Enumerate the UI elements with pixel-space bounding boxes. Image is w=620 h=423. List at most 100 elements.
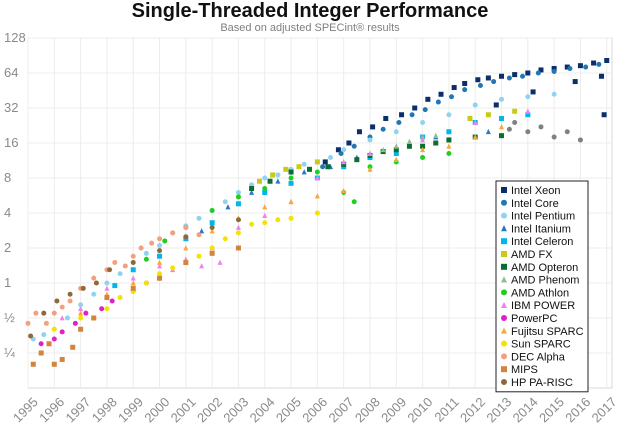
legend-label: DEC Alpha bbox=[511, 351, 566, 363]
point-hp-pa-risc bbox=[183, 234, 189, 240]
point-intel-xeon bbox=[322, 159, 328, 165]
point-intel-xeon bbox=[399, 112, 405, 118]
point-powerpc bbox=[109, 298, 115, 304]
point-intel-celeron bbox=[288, 180, 294, 186]
point-intel-core bbox=[477, 82, 483, 88]
point-mips bbox=[209, 250, 215, 256]
point-fujitsu-sparc bbox=[446, 143, 452, 149]
legend-label: AMD FX bbox=[511, 249, 553, 261]
point-amd-athlon bbox=[209, 208, 215, 214]
point-amd-fx bbox=[270, 172, 276, 178]
point-dec-alpha bbox=[183, 225, 189, 231]
point-dec-alpha bbox=[59, 304, 65, 310]
point-intel-core bbox=[409, 112, 415, 118]
point-intel-xeon bbox=[564, 64, 570, 70]
point-dec-alpha bbox=[43, 320, 49, 326]
point-intel-pentium bbox=[328, 155, 334, 161]
point-amd-opteron bbox=[393, 147, 399, 153]
point-intel-core bbox=[551, 68, 557, 74]
point-intel-xeon bbox=[577, 63, 583, 69]
y-tick-label: 8 bbox=[4, 170, 11, 185]
point-intel-pentium bbox=[157, 243, 163, 249]
point-intel-xeon bbox=[598, 73, 604, 79]
point-intel-xeon bbox=[530, 89, 536, 95]
point-fujitsu-sparc bbox=[393, 156, 399, 163]
point-hp-pa-risc bbox=[235, 217, 241, 223]
point-other bbox=[506, 126, 512, 132]
legend-marker bbox=[501, 340, 507, 347]
legend-label: AMD Athlon bbox=[511, 287, 569, 299]
y-tick-label: 2 bbox=[4, 240, 11, 255]
point-hp-pa-risc bbox=[107, 267, 113, 273]
point-mips bbox=[38, 350, 44, 356]
point-hp-pa-risc bbox=[130, 260, 136, 266]
point-intel-pentium bbox=[222, 199, 228, 205]
legend-marker bbox=[501, 212, 507, 219]
point-intel-xeon bbox=[512, 72, 518, 78]
point-amd-athlon bbox=[446, 150, 452, 156]
point-intel-pentium bbox=[420, 120, 426, 126]
point-amd-fx bbox=[314, 159, 320, 165]
point-intel-xeon bbox=[572, 79, 578, 85]
point-intel-celeron bbox=[235, 201, 241, 207]
point-amd-athlon bbox=[314, 169, 320, 175]
point-other bbox=[577, 137, 583, 143]
point-sun-sparc bbox=[249, 221, 255, 227]
point-intel-itanium bbox=[199, 228, 205, 234]
point-intel-core bbox=[583, 64, 589, 70]
point-amd-fx bbox=[467, 115, 473, 121]
x-tick-label: 1999 bbox=[115, 394, 146, 423]
legend-marker bbox=[501, 225, 507, 232]
point-intel-core bbox=[380, 126, 386, 132]
point-intel-celeron bbox=[130, 267, 136, 273]
point-dec-alpha bbox=[170, 230, 176, 236]
point-sun-sparc bbox=[157, 271, 163, 277]
point-intel-pentium bbox=[393, 129, 399, 135]
point-fujitsu-sparc bbox=[262, 204, 268, 210]
point-sun-sparc bbox=[275, 217, 281, 223]
legend-marker bbox=[501, 353, 507, 360]
point-intel-core bbox=[462, 87, 468, 93]
point-intel-xeon bbox=[499, 73, 505, 79]
point-ibm-power bbox=[420, 137, 426, 143]
point-other bbox=[538, 124, 544, 130]
point-intel-xeon bbox=[493, 102, 499, 108]
legend-label: IBM POWER bbox=[511, 300, 575, 312]
point-sun-sparc bbox=[262, 220, 268, 226]
point-amd-fx bbox=[485, 112, 491, 118]
point-ibm-power bbox=[157, 263, 163, 269]
point-intel-pentium bbox=[275, 172, 281, 178]
point-sun-sparc bbox=[51, 326, 57, 332]
point-intel-pentium bbox=[499, 96, 505, 102]
point-fujitsu-sparc bbox=[314, 193, 320, 199]
point-amd-opteron bbox=[433, 140, 439, 146]
point-fujitsu-sparc bbox=[367, 166, 373, 172]
point-mips bbox=[130, 285, 136, 291]
legend-marker bbox=[501, 289, 507, 296]
y-tick-label: 64 bbox=[4, 65, 18, 80]
point-intel-core bbox=[596, 61, 602, 67]
point-intel-xeon bbox=[591, 60, 597, 66]
point-amd-opteron bbox=[306, 166, 312, 172]
point-hp-pa-risc bbox=[54, 298, 60, 304]
point-sun-sparc bbox=[104, 306, 110, 312]
point-mips bbox=[59, 356, 65, 362]
x-tick-label: 2017 bbox=[589, 394, 620, 423]
point-sun-sparc bbox=[209, 245, 215, 251]
point-sun-sparc bbox=[143, 280, 149, 286]
point-dec-alpha bbox=[51, 310, 57, 316]
point-intel-core bbox=[422, 107, 428, 113]
point-dec-alpha bbox=[67, 298, 73, 304]
point-powerpc bbox=[38, 341, 44, 347]
point-intel-itanium bbox=[249, 189, 255, 195]
legend-label: PowerPC bbox=[511, 313, 558, 325]
point-ibm-power bbox=[78, 305, 84, 312]
point-amd-opteron bbox=[249, 185, 255, 191]
legend-label: Intel Celeron bbox=[511, 236, 573, 248]
point-mips bbox=[91, 315, 97, 321]
point-mips bbox=[70, 344, 76, 350]
y-tick-label: 1 bbox=[4, 275, 11, 290]
point-fujitsu-sparc bbox=[420, 146, 426, 153]
x-tick-label: 2016 bbox=[562, 394, 593, 423]
